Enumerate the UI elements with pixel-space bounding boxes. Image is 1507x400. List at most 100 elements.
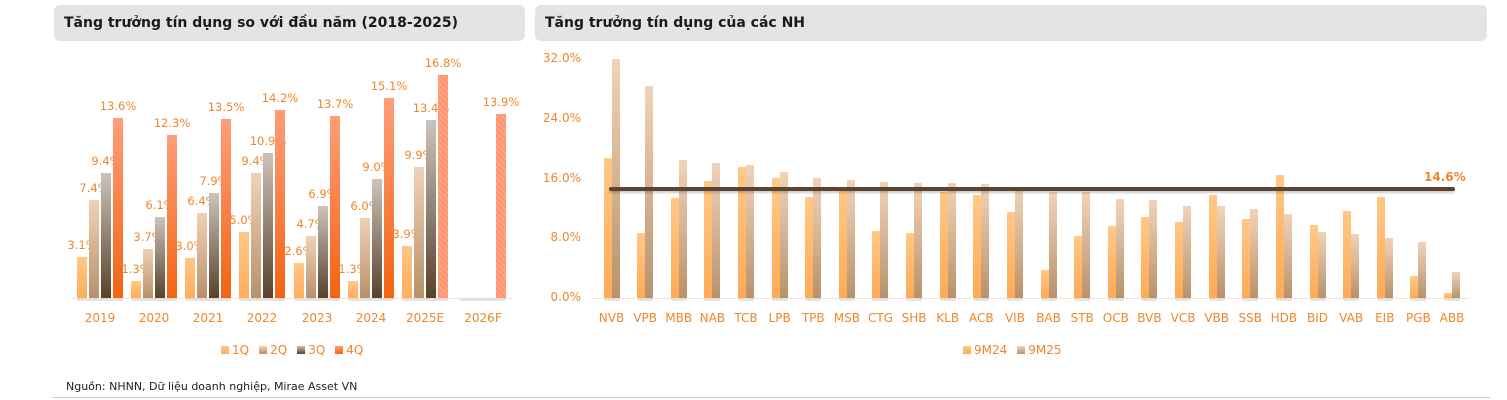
bar-shadow bbox=[838, 298, 855, 301]
bar-9m25-nvb bbox=[611, 59, 620, 298]
bar-9m25-vib bbox=[1014, 187, 1023, 298]
x-axis-label: VCB bbox=[1170, 311, 1196, 325]
bar-9m24-vab bbox=[1343, 211, 1352, 298]
average-line bbox=[609, 186, 1455, 191]
bar-9m25-shb bbox=[914, 182, 923, 298]
bar-4q-2026f bbox=[496, 113, 506, 298]
bar-shadow bbox=[973, 298, 990, 301]
bar-9m25-vpb bbox=[645, 85, 654, 298]
x-axis-label: TPB bbox=[801, 311, 825, 325]
legend-swatch bbox=[963, 346, 971, 354]
x-axis-label: EIB bbox=[1375, 311, 1395, 325]
legend-label: 2Q bbox=[270, 343, 288, 357]
bar-1q-2019 bbox=[77, 256, 87, 298]
x-axis-label: 2021 bbox=[192, 311, 224, 325]
bar-shadow bbox=[77, 298, 123, 301]
bar-3q-2020 bbox=[155, 217, 165, 298]
bar-9m24-eib bbox=[1376, 197, 1385, 298]
y-axis-label: 16.0% bbox=[542, 170, 581, 185]
bar-shadow bbox=[460, 298, 506, 301]
bar-9m25-vcb bbox=[1183, 206, 1192, 298]
bar-9m25-pgb bbox=[1418, 241, 1427, 298]
bar-shadow bbox=[1208, 298, 1225, 301]
x-axis-label: ACB bbox=[969, 311, 994, 325]
bar-9m24-bid bbox=[1309, 224, 1318, 298]
bar-shadow bbox=[1006, 298, 1023, 301]
bar-shadow bbox=[294, 298, 340, 301]
bar-2q-2024 bbox=[360, 218, 370, 298]
bar-1q-2025e bbox=[402, 246, 412, 298]
bar-shadow bbox=[1040, 298, 1057, 301]
bar-3q-2025e bbox=[426, 120, 436, 298]
bar-9m25-tpb bbox=[813, 177, 822, 298]
legend-label: 1Q bbox=[232, 343, 250, 357]
bar-2q-2019 bbox=[89, 199, 99, 298]
left-chart-baseline bbox=[72, 298, 512, 299]
right-chart-title: Tăng trưởng tín dụng của các NH bbox=[535, 5, 1487, 41]
bar-9m24-lpb bbox=[771, 177, 780, 298]
legend-swatch bbox=[1017, 346, 1026, 354]
x-axis-label: VBB bbox=[1204, 311, 1229, 325]
bar-9m24-vib bbox=[1006, 212, 1015, 298]
data-label: 13.6% bbox=[99, 98, 137, 113]
bar-shadow bbox=[1275, 298, 1292, 301]
right-chart-legend: 9M24 9M25 bbox=[963, 343, 1068, 357]
bar-4q-2020 bbox=[167, 134, 177, 298]
bar-3q-2023 bbox=[318, 206, 328, 298]
bar-4q-2024 bbox=[384, 97, 394, 298]
bar-shadow bbox=[872, 298, 889, 301]
footer-divider bbox=[52, 397, 1490, 398]
bar-9m24-stb bbox=[1074, 236, 1083, 298]
legend-swatch bbox=[335, 346, 344, 354]
bar-4q-2021 bbox=[221, 118, 231, 298]
bar-1q-2023 bbox=[294, 263, 304, 298]
bar-9m25-vbb bbox=[1216, 206, 1225, 298]
average-label: 14.6% bbox=[1424, 169, 1466, 184]
legend-item-2q: 2Q bbox=[259, 343, 287, 357]
bar-shadow bbox=[704, 298, 721, 301]
legend-swatch bbox=[259, 346, 268, 354]
x-axis-label: BVB bbox=[1137, 311, 1162, 325]
bar-1q-2022 bbox=[239, 231, 249, 298]
bar-9m24-nab bbox=[704, 180, 713, 298]
bar-2q-2023 bbox=[306, 235, 316, 298]
x-axis-label: MBB bbox=[665, 311, 693, 325]
legend-item-1q: 1Q bbox=[221, 343, 249, 357]
bar-shadow bbox=[185, 298, 231, 301]
bar-shadow bbox=[670, 298, 687, 301]
left-chart-legend: 1Q 2Q 3Q 4Q bbox=[221, 343, 369, 357]
bar-3q-2022 bbox=[263, 153, 273, 298]
bar-shadow bbox=[1444, 298, 1460, 301]
bar-shadow bbox=[1410, 298, 1427, 301]
bar-9m24-vpb bbox=[637, 233, 646, 298]
x-axis-label: 2023 bbox=[301, 311, 333, 325]
x-axis-label: ABB bbox=[1439, 311, 1465, 325]
bar-shadow bbox=[603, 298, 620, 301]
legend-label: 9M25 bbox=[1028, 343, 1062, 357]
data-label: 13.5% bbox=[207, 99, 245, 114]
data-label: 15.1% bbox=[370, 78, 408, 93]
bar-9m25-ssb bbox=[1250, 209, 1259, 298]
bar-9m25-nab bbox=[712, 162, 721, 298]
bar-9m24-mbb bbox=[670, 197, 679, 298]
bar-9m25-bvb bbox=[1149, 200, 1158, 298]
bar-2q-2020 bbox=[143, 248, 153, 298]
bar-1q-2021 bbox=[185, 258, 195, 298]
bar-9m24-nvb bbox=[603, 157, 612, 298]
bar-9m24-abb bbox=[1444, 292, 1452, 298]
bar-4q-2022 bbox=[275, 109, 285, 298]
bar-9m25-acb bbox=[981, 183, 990, 298]
legend-label: 4Q bbox=[346, 343, 364, 357]
x-axis-label: VPB bbox=[633, 311, 657, 325]
bar-9m24-klb bbox=[939, 191, 948, 298]
x-axis-label: 2026F bbox=[464, 311, 502, 325]
bar-shadow bbox=[1074, 298, 1091, 301]
bar-2q-2025e bbox=[414, 166, 424, 298]
x-axis-label: 2022 bbox=[246, 311, 278, 325]
bar-9m24-hdb bbox=[1275, 174, 1284, 298]
bar-9m25-bab bbox=[1048, 191, 1057, 298]
bar-3q-2021 bbox=[209, 193, 219, 298]
x-axis-label: VIB bbox=[1004, 311, 1025, 325]
bar-shadow bbox=[1343, 298, 1360, 301]
bar-9m25-bid bbox=[1317, 232, 1326, 298]
